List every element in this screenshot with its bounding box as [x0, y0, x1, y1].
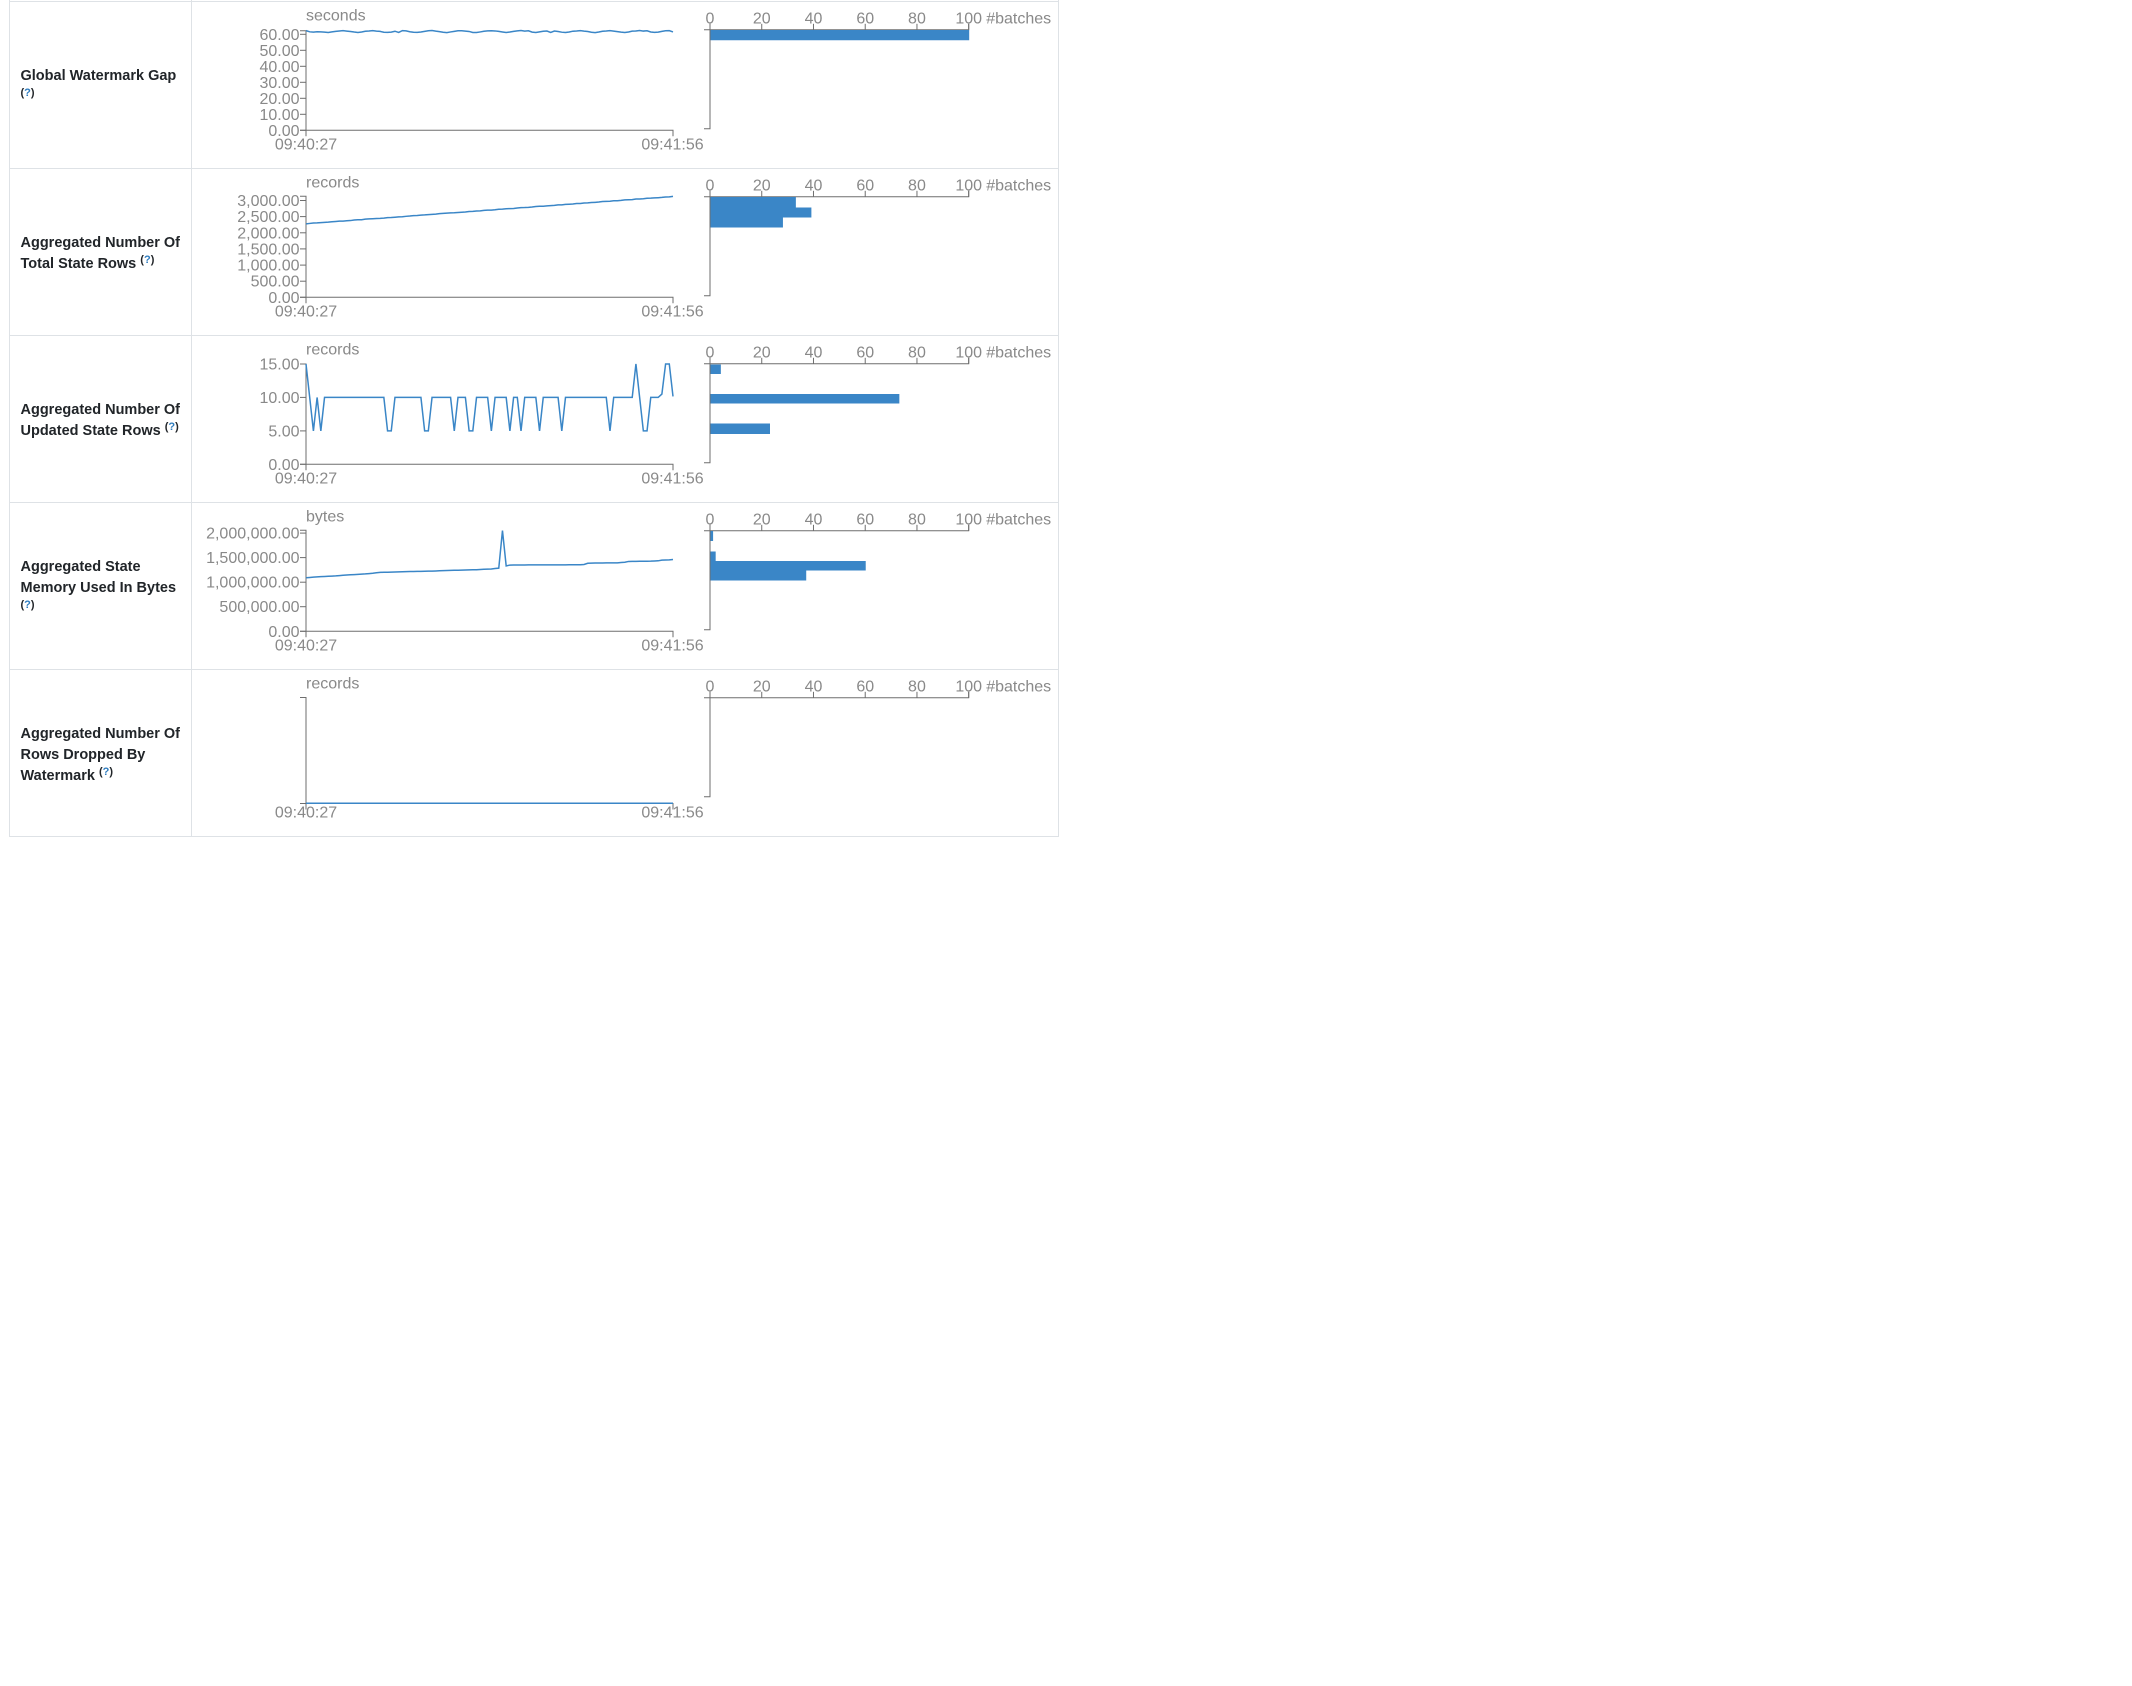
- svg-text:60: 60: [856, 10, 874, 27]
- svg-text:15.00: 15.00: [259, 356, 299, 373]
- svg-text:30.00: 30.00: [259, 75, 299, 92]
- svg-text:20: 20: [753, 678, 771, 695]
- svg-text:09:40:27: 09:40:27: [275, 471, 337, 488]
- svg-text:40: 40: [805, 678, 823, 695]
- svg-text:80: 80: [908, 10, 926, 27]
- svg-text:3,000.00: 3,000.00: [237, 193, 299, 210]
- svg-text:0.00: 0.00: [268, 123, 299, 140]
- svg-text:500,000.00: 500,000.00: [219, 599, 299, 616]
- svg-text:20: 20: [753, 511, 771, 528]
- svg-text:20.00: 20.00: [259, 91, 299, 108]
- svg-text:seconds: seconds: [306, 8, 366, 25]
- svg-text:20: 20: [753, 10, 771, 27]
- svg-text:#batches: #batches: [986, 511, 1051, 528]
- svg-text:0.00: 0.00: [268, 457, 299, 474]
- svg-text:09:40:27: 09:40:27: [275, 304, 337, 321]
- svg-text:09:41:56: 09:41:56: [641, 471, 703, 488]
- svg-text:100: 100: [955, 177, 982, 194]
- svg-text:100: 100: [955, 10, 982, 27]
- svg-text:100: 100: [955, 678, 982, 695]
- svg-text:0: 0: [706, 10, 715, 27]
- svg-text:80: 80: [908, 678, 926, 695]
- svg-text:2,500.00: 2,500.00: [237, 209, 299, 226]
- svg-text:20: 20: [753, 344, 771, 361]
- svg-text:09:41:56: 09:41:56: [641, 638, 703, 655]
- svg-text:records: records: [306, 175, 359, 192]
- svg-text:10.00: 10.00: [259, 390, 299, 407]
- svg-text:0: 0: [706, 511, 715, 528]
- svg-text:09:41:56: 09:41:56: [641, 805, 703, 822]
- svg-text:50.00: 50.00: [259, 43, 299, 60]
- svg-text:#batches: #batches: [986, 344, 1051, 361]
- svg-text:records: records: [306, 676, 359, 693]
- svg-text:#batches: #batches: [986, 10, 1051, 27]
- svg-text:10.00: 10.00: [259, 107, 299, 124]
- svg-text:40: 40: [805, 177, 823, 194]
- svg-text:09:40:27: 09:40:27: [275, 805, 337, 822]
- svg-text:09:40:27: 09:40:27: [275, 137, 337, 154]
- svg-text:40: 40: [805, 344, 823, 361]
- svg-text:#batches: #batches: [986, 177, 1051, 194]
- svg-text:80: 80: [908, 511, 926, 528]
- svg-text:records: records: [306, 342, 359, 359]
- svg-text:0: 0: [706, 344, 715, 361]
- svg-text:500.00: 500.00: [251, 274, 300, 291]
- svg-text:1,000,000.00: 1,000,000.00: [206, 575, 300, 592]
- svg-text:2,000,000.00: 2,000,000.00: [206, 526, 300, 543]
- svg-text:0.00: 0.00: [268, 290, 299, 307]
- svg-text:0: 0: [706, 177, 715, 194]
- svg-text:40: 40: [805, 511, 823, 528]
- svg-text:60: 60: [856, 177, 874, 194]
- svg-text:#batches: #batches: [986, 678, 1051, 695]
- svg-text:0.00: 0.00: [268, 624, 299, 641]
- svg-text:1,500.00: 1,500.00: [237, 241, 299, 258]
- svg-text:20: 20: [753, 177, 771, 194]
- svg-text:80: 80: [908, 177, 926, 194]
- svg-text:60.00: 60.00: [259, 27, 299, 44]
- svg-text:60: 60: [856, 511, 874, 528]
- svg-text:1,000.00: 1,000.00: [237, 258, 299, 275]
- svg-text:09:40:27: 09:40:27: [275, 638, 337, 655]
- svg-text:60: 60: [856, 678, 874, 695]
- svg-text:5.00: 5.00: [268, 423, 299, 440]
- svg-text:09:41:56: 09:41:56: [641, 304, 703, 321]
- svg-text:1,500,000.00: 1,500,000.00: [206, 550, 300, 567]
- svg-text:bytes: bytes: [306, 509, 344, 526]
- svg-text:100: 100: [955, 511, 982, 528]
- svg-text:40: 40: [805, 10, 823, 27]
- svg-text:09:41:56: 09:41:56: [641, 137, 703, 154]
- svg-text:60: 60: [856, 344, 874, 361]
- svg-text:2,000.00: 2,000.00: [237, 225, 299, 242]
- svg-text:0: 0: [706, 678, 715, 695]
- svg-text:100: 100: [955, 344, 982, 361]
- svg-text:80: 80: [908, 344, 926, 361]
- svg-text:40.00: 40.00: [259, 59, 299, 76]
